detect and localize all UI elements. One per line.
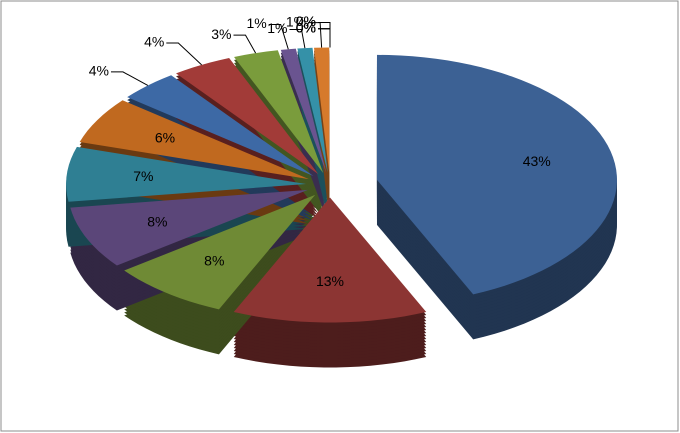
slice (124, 194, 316, 310)
slice-side (297, 50, 328, 176)
slice (234, 50, 324, 174)
leader-line (268, 24, 289, 50)
data-label: 8% (147, 213, 167, 229)
slice (314, 47, 330, 173)
slice (79, 100, 309, 180)
data-label: 1% (286, 13, 306, 29)
slice-side (297, 53, 328, 179)
data-label: 0% (296, 19, 316, 35)
leader-line (233, 34, 257, 54)
slice (176, 58, 319, 175)
leader-line (318, 28, 331, 48)
data-label: 4% (89, 63, 109, 79)
slice (66, 146, 307, 202)
data-label: 3% (211, 26, 231, 42)
leader-line (289, 28, 306, 49)
leader-line (166, 42, 202, 66)
data-label: 1% (246, 15, 266, 31)
data-label: 0% (296, 13, 316, 29)
data-label: 7% (133, 168, 153, 184)
slice (70, 189, 308, 266)
data-label: 0% (296, 19, 316, 35)
slice (280, 48, 327, 173)
data-label: 8% (204, 252, 224, 268)
data-label: 0% (296, 19, 316, 35)
data-label: 13% (316, 273, 344, 289)
data-label: 6% (155, 130, 175, 146)
leader-line (110, 71, 149, 86)
data-label: 1% (267, 20, 287, 36)
data-label: 0% (296, 13, 316, 29)
slice (376, 54, 617, 295)
slice (297, 47, 328, 173)
data-label: 43% (523, 153, 551, 169)
data-label: 4% (144, 34, 164, 50)
slice (233, 197, 427, 323)
slice (127, 75, 314, 176)
